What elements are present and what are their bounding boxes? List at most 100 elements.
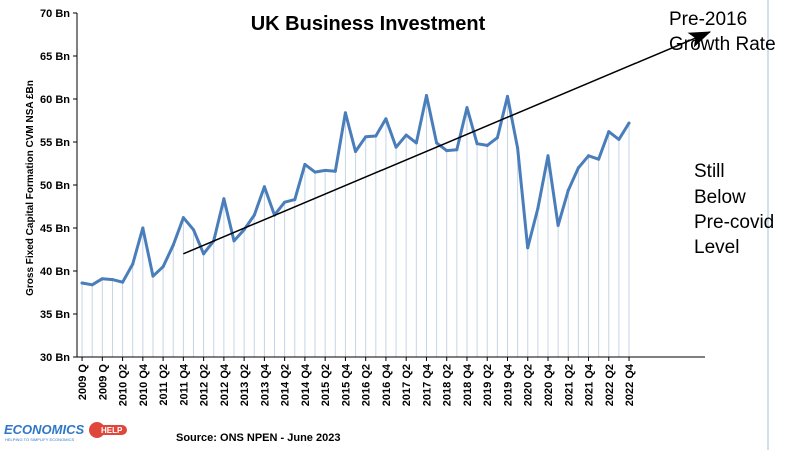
data-point [566, 188, 570, 192]
data-point [495, 136, 499, 140]
x-tick-label: 2014 Q4 [300, 363, 312, 406]
x-tick-label: 2016 Q2 [361, 364, 373, 406]
data-point [354, 149, 358, 153]
data-point [80, 281, 84, 285]
data-point [384, 117, 388, 121]
data-point [262, 185, 266, 189]
x-tick-label: 2013 Q2 [239, 364, 251, 406]
y-tick-label: 40 Bn [40, 266, 70, 278]
data-point [394, 145, 398, 149]
data-point [343, 111, 347, 115]
y-tick-label: 70 Bn [40, 8, 70, 20]
axis-layer: 30 Bn 35 Bn 40 Bn 45 Bn 50 Bn 55 Bn 60 Bn 65 Bn… [40, 8, 705, 406]
data-point [222, 197, 226, 201]
x-tick-label: 2017 Q4 [421, 363, 433, 406]
x-tick-label: 2009 Q [97, 364, 109, 401]
data-point [556, 223, 560, 227]
data-point [424, 94, 428, 98]
chart-title: UK Business Investment [251, 13, 486, 35]
data-point [414, 141, 418, 145]
x-tick-label: 2020 Q4 [543, 363, 555, 406]
y-tick-label: 45 Bn [40, 223, 70, 235]
x-tick-label: 2018 Q4 [462, 363, 474, 406]
data-point [536, 206, 540, 210]
x-tick-label: 2012 Q4 [219, 363, 231, 406]
data-point [131, 262, 135, 266]
data-point [303, 162, 307, 166]
data-point [455, 148, 459, 152]
x-tick-label: 2015 Q2 [320, 364, 332, 406]
grid-layer [81, 0, 769, 450]
data-point [475, 142, 479, 146]
data-point [617, 137, 621, 141]
y-tick-label: 50 Bn [40, 180, 70, 192]
x-tick-label: 2010 Q2 [118, 364, 130, 406]
x-tick-label: 2021 Q4 [584, 363, 596, 406]
data-point [191, 228, 195, 232]
source-note: Source: ONS NPEN - June 2023 [176, 432, 340, 444]
data-point [445, 149, 449, 153]
arrow-layer [183, 31, 711, 255]
data-point [161, 265, 165, 269]
data-point [202, 252, 206, 256]
x-tick-label: 2018 Q2 [442, 364, 454, 406]
logo-name: ECONOMICS [4, 422, 85, 437]
y-tick-label: 30 Bn [40, 352, 70, 364]
annotation-line-2: Below [694, 187, 746, 208]
trend-label-line-1: Pre-2016 [669, 9, 747, 30]
data-point [516, 146, 520, 150]
x-tick-label: 2009 Q [77, 364, 89, 401]
annotation-line-1: Still [694, 161, 725, 182]
logo-badge [97, 425, 127, 435]
annotation-line-3: Pre-covid [694, 212, 774, 233]
x-tick-label: 2013 Q4 [259, 363, 271, 406]
y-tick-label: 60 Bn [40, 94, 70, 106]
data-point [110, 278, 114, 282]
x-tick-label: 2012 Q2 [199, 364, 211, 406]
data-point [232, 239, 236, 243]
data-point [181, 216, 185, 220]
x-tick-label: 2017 Q2 [401, 364, 413, 406]
x-tick-label: 2011 Q2 [158, 364, 170, 406]
economics-help-logo: ECONOMICS HELP HELPING TO SIMPLIFY ECONO… [4, 422, 127, 442]
trend-label-line-2: Growth Rate [669, 34, 776, 55]
data-point [526, 246, 530, 250]
data-point [100, 277, 104, 281]
x-tick-label: 2019 Q4 [502, 363, 514, 406]
y-tick-label: 65 Bn [40, 51, 70, 63]
data-point [252, 213, 256, 217]
data-point [364, 135, 368, 139]
data-point [121, 280, 125, 284]
text-layer: UK Business Investment Gross Fixed Capit… [25, 9, 776, 444]
data-point [323, 168, 327, 172]
data-point [313, 170, 317, 174]
data-point [546, 154, 550, 158]
y-axis-label: Gross Fixed Capital Formation CVM NSA £B… [25, 80, 36, 296]
y-tick-label: 55 Bn [40, 137, 70, 149]
data-point [465, 106, 469, 110]
x-tick-label: 2019 Q2 [482, 364, 494, 406]
data-point [333, 169, 337, 173]
annotation-line-4: Level [694, 237, 739, 258]
data-point [404, 133, 408, 137]
data-point [141, 226, 145, 230]
data-point [505, 94, 509, 98]
logo-tagline: HELPING TO SIMPLIFY ECONOMICS [5, 437, 74, 442]
data-point [374, 134, 378, 138]
data-point [607, 130, 611, 134]
x-tick-label: 2021 Q2 [563, 364, 575, 406]
x-tick-label: 2015 Q4 [340, 363, 352, 406]
x-tick-label: 2022 Q2 [604, 364, 616, 406]
x-tick-label: 2022 Q4 [624, 363, 636, 406]
trend-arrow [183, 31, 711, 255]
data-point [293, 198, 297, 202]
data-point [90, 283, 94, 287]
data-point [597, 157, 601, 161]
x-tick-label: 2011 Q4 [178, 363, 190, 405]
x-tick-label: 2010 Q4 [138, 363, 150, 406]
logo-badge-text: HELP [101, 426, 123, 435]
data-point [171, 243, 175, 247]
data-point [283, 200, 287, 204]
